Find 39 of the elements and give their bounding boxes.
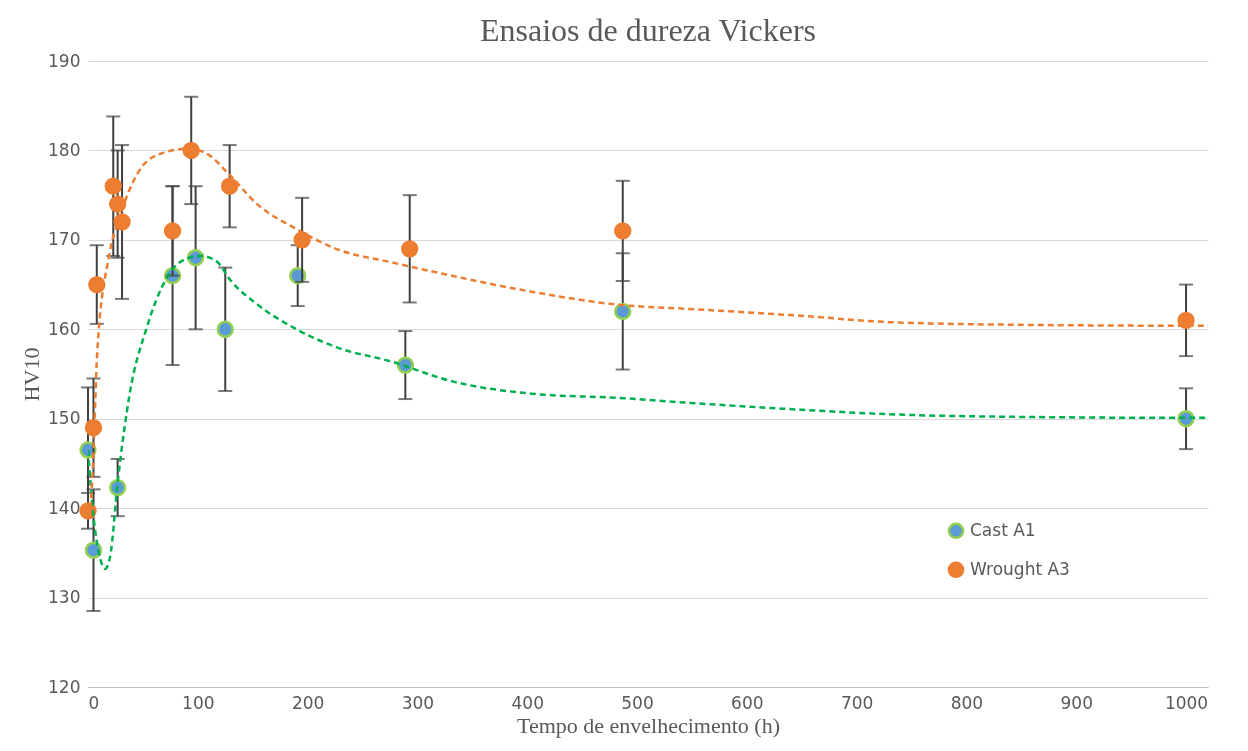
point (113, 213, 131, 231)
y-axis-title: HV10 (19, 347, 45, 402)
point (79, 502, 97, 520)
point (182, 141, 200, 160)
point (108, 195, 127, 213)
y-tick-label: 120 (48, 676, 81, 697)
point (163, 222, 182, 240)
point (104, 177, 122, 195)
x-tick-label: 900 (1060, 692, 1093, 713)
point (293, 231, 311, 249)
point (88, 275, 106, 294)
chart-title: Ensaios de dureza Vickers (479, 12, 817, 48)
y-tick-label: 150 (48, 408, 81, 429)
x-axis-title: Tempo de envelhecimento (h) (517, 712, 780, 738)
x-tick-label: 200 (291, 692, 325, 713)
x-tick-label: 500 (621, 692, 654, 713)
x-tick-label: 700 (840, 692, 874, 713)
point (614, 302, 632, 321)
legend-label: Cast A1 (970, 519, 1036, 540)
x-tick-label: 400 (511, 692, 544, 713)
legend-label: Wrought A3 (970, 558, 1070, 579)
point (216, 320, 234, 338)
x-tick-label: 0 (88, 692, 100, 713)
y-tick-label: 140 (48, 497, 81, 518)
point (220, 177, 239, 195)
y-tick-label: 180 (48, 139, 81, 160)
x-tick-label: 1000 (1164, 692, 1209, 713)
point (108, 478, 127, 497)
y-tick-label: 190 (48, 50, 81, 71)
x-tick-label: 600 (731, 692, 764, 713)
point (614, 222, 632, 240)
y-tick-label: 160 (48, 318, 81, 339)
point (401, 240, 419, 258)
x-tick-label: 800 (950, 692, 984, 713)
point (84, 419, 103, 437)
x-tick-label: 300 (401, 692, 435, 713)
y-tick-label: 130 (48, 587, 81, 608)
x-tick-label: 100 (182, 692, 215, 713)
y-tick-label: 170 (48, 229, 81, 250)
